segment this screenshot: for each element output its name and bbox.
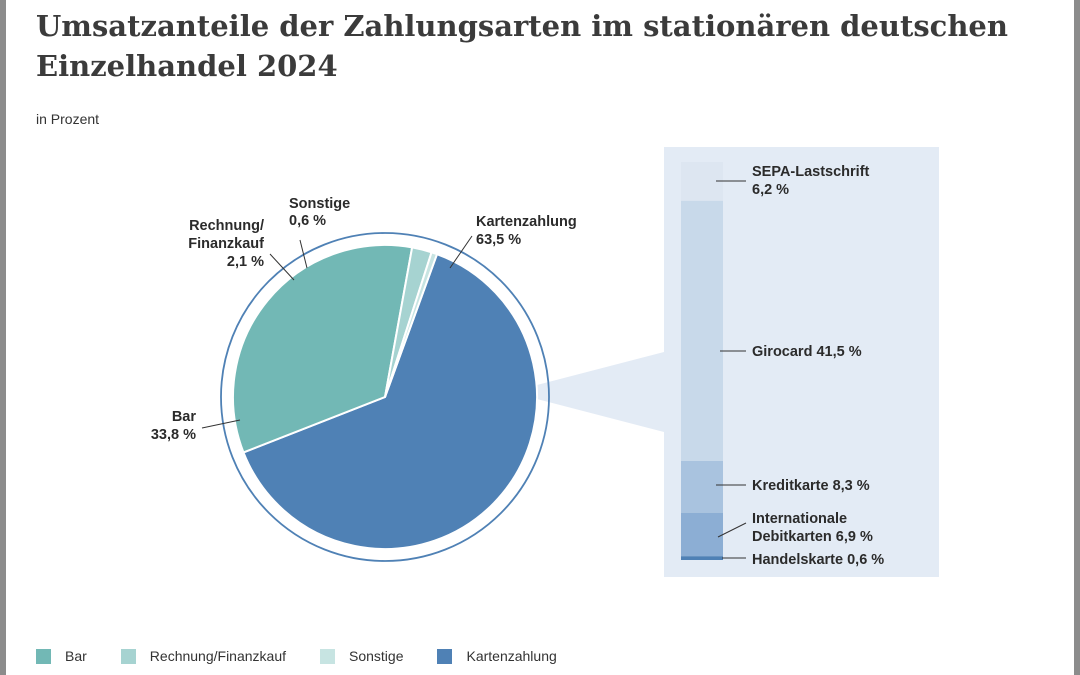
- legend-swatch-bar: [36, 648, 51, 664]
- label-kartenzahlung-value: 63,5 %: [476, 232, 521, 248]
- label-sonstige-name: Sonstige: [289, 196, 350, 212]
- breakdown-stacked-bar: [681, 162, 723, 560]
- label-sepa-name: SEPA-Lastschrift: [752, 164, 870, 180]
- chart-title: Umsatzanteile der Zahlungsarten im stati…: [36, 9, 1008, 83]
- label-sepa-value: 6,2 %: [752, 182, 789, 198]
- stack-segment-internationale-debitkarten: [681, 512, 723, 557]
- chart-area: Kartenzahlung 63,5 % Sonstige 0,6 % Rech…: [151, 147, 939, 577]
- legend-item-sonstige: Sonstige: [320, 648, 403, 664]
- pie-outer-ring: [220, 232, 550, 562]
- pie-slice-sonstige: [384, 251, 439, 398]
- label-bar-name: Bar: [172, 409, 197, 425]
- frame-right-border: [1074, 0, 1080, 675]
- label-rechnung-value: 2,1 %: [227, 254, 264, 270]
- pie-slice-bar: [232, 244, 414, 454]
- pie-slice-kartenzahlung: [242, 252, 538, 551]
- breakdown-connector: [510, 352, 664, 432]
- leader-kartenzahlung: [449, 235, 473, 269]
- legend-item-bar: Bar: [36, 648, 87, 664]
- legend-item-kartenzahlung: Kartenzahlung: [437, 648, 557, 664]
- label-kartenzahlung-name: Kartenzahlung: [476, 214, 577, 230]
- label-sonstige-value: 0,6 %: [289, 213, 326, 229]
- legend: Bar Rechnung/Finanzkauf Sonstige Kartenz…: [36, 646, 591, 666]
- legend-swatch-rechnung-finanzkauf: [120, 648, 136, 664]
- label-rechnung-line1: Rechnung/: [189, 218, 264, 234]
- legend-label-rechnung-finanzkauf: Rechnung/Finanzkauf: [149, 648, 286, 664]
- leader-rechnung: [269, 253, 295, 281]
- label-girocard: Girocard 41,5 %: [752, 344, 862, 360]
- legend-label-kartenzahlung: Kartenzahlung: [466, 648, 557, 664]
- legend-item-rechnung-finanzkauf: Rechnung/Finanzkauf: [120, 648, 286, 664]
- stack-segment-girocard: [681, 200, 723, 461]
- label-bar-value: 33,8 %: [151, 427, 196, 443]
- leader-debitkarten: [717, 522, 747, 538]
- label-debitkarten-line2: Debitkarten 6,9 %: [752, 529, 873, 545]
- legend-swatch-sonstige: [320, 648, 335, 664]
- label-debitkarten-line1: Internationale: [752, 511, 847, 527]
- pie-chart: [232, 244, 538, 551]
- legend-label-bar: Bar: [65, 648, 87, 664]
- label-rechnung-line2: Finanzkauf: [188, 236, 264, 252]
- legend-swatch-kartenzahlung: [437, 648, 453, 664]
- frame-left-border: [0, 0, 6, 675]
- stack-segment-kreditkarte: [681, 460, 723, 513]
- label-handelskarte: Handelskarte 0,6 %: [752, 552, 884, 568]
- stack-segment-handelskarte: [681, 556, 723, 560]
- leader-bar: [201, 419, 241, 429]
- label-kreditkarte: Kreditkarte 8,3 %: [752, 478, 870, 494]
- legend-label-sonstige: Sonstige: [349, 648, 404, 664]
- leader-sonstige: [299, 239, 308, 269]
- chart-subtitle: in Prozent: [36, 111, 100, 127]
